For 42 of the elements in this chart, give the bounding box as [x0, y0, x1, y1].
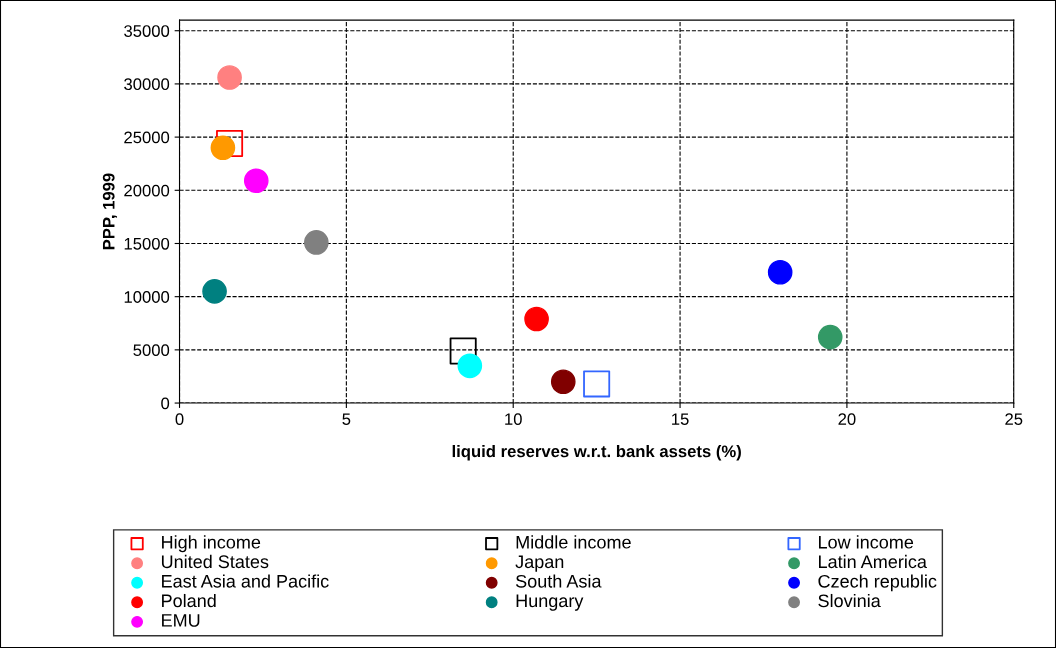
legend-label: Hungary: [516, 594, 584, 611]
point: [210, 135, 236, 161]
y-axis-title: PPP, 1999: [102, 173, 118, 250]
x-axis-title: liquid reserves w.r.t. bank assets (%): [452, 444, 741, 461]
x-tick-label: 10: [505, 413, 522, 426]
y-tick-label: 20000: [124, 184, 170, 197]
legend-label: United States: [161, 554, 269, 569]
point: [243, 168, 269, 194]
y-tick-label: 25000: [124, 131, 170, 144]
y-tick-label: 15000: [124, 237, 170, 250]
legend-label: EMU: [162, 614, 200, 627]
point: [817, 324, 843, 350]
point: [202, 279, 227, 304]
x-tick-label: 25: [1005, 413, 1023, 426]
x-tick-label: 0: [175, 413, 184, 426]
legend-label: High income: [162, 535, 261, 553]
point: [767, 259, 793, 285]
legend-label: Japan: [515, 555, 564, 572]
point: [304, 230, 329, 255]
y-tick-label: 0: [161, 397, 170, 410]
legend-label: Latin America: [819, 554, 927, 569]
y-tick-label: 35000: [124, 25, 170, 37]
point: [449, 337, 477, 365]
legend-label: Middle income: [516, 535, 631, 549]
y-tick-label: 10000: [124, 291, 170, 303]
legend-label: South Asia: [515, 574, 602, 588]
legend-label: East Asia and Pacific: [162, 574, 329, 588]
point: [457, 353, 483, 379]
legend-label: Poland: [162, 593, 216, 608]
point: [217, 65, 242, 90]
y-tick-label: 5000: [133, 344, 170, 357]
x-tick-label: 20: [838, 413, 856, 426]
legend-label: Czech republic: [818, 574, 937, 592]
legend-label: Low income: [819, 535, 914, 549]
point: [216, 129, 244, 158]
point: [524, 306, 549, 332]
legend-label: Slovinia: [818, 593, 881, 608]
point: [583, 370, 611, 398]
point: [550, 369, 576, 395]
y-tick-label: 30000: [124, 78, 170, 91]
x-tick-label: 15: [672, 413, 689, 426]
x-tick-label: 5: [342, 413, 351, 426]
